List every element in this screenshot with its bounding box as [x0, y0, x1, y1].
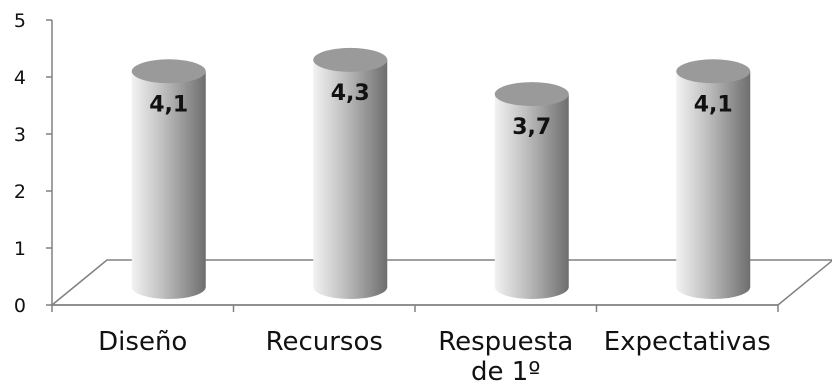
bar [494, 82, 569, 299]
bar-top [494, 82, 569, 107]
x-category-label: Diseño [98, 327, 187, 357]
bar-body [676, 71, 751, 299]
data-label: 4,3 [331, 81, 370, 106]
x-category-label-line: Recursos [266, 327, 383, 357]
bar [131, 59, 206, 299]
bar [313, 47, 388, 300]
bar-top [313, 47, 388, 72]
y-tick-label: 1 [14, 238, 26, 260]
data-label: 4,1 [149, 92, 188, 117]
x-category-label-line: de 1º [471, 357, 541, 385]
bar-top [676, 59, 751, 84]
bar [676, 59, 751, 299]
chart-axes: 0 1 2 3 4 5 [14, 10, 832, 317]
x-category-label: Expectativas [604, 327, 771, 357]
y-tick-label: 5 [14, 10, 26, 32]
x-category-label: Respuesta de 1º [438, 327, 573, 385]
chart-bars [131, 47, 751, 300]
y-tick-label: 0 [14, 295, 26, 317]
chart-labels: 4,1 4,3 3,7 4,1 Diseño Recursos Respuesta de 1º… [98, 81, 771, 385]
bar-body [313, 59, 388, 300]
y-tick-label: 2 [14, 181, 26, 203]
x-category-label: Recursos [266, 327, 383, 357]
bar-body [131, 71, 206, 299]
bar-body [494, 94, 569, 299]
y-tick-label: 3 [14, 124, 26, 146]
data-label: 3,7 [512, 115, 551, 140]
x-category-label-line: Diseño [98, 327, 187, 357]
bar-top [131, 59, 206, 84]
x-category-label-line: Respuesta [438, 327, 573, 357]
data-label: 4,1 [694, 92, 733, 117]
x-category-label-line: Expectativas [604, 327, 771, 357]
y-tick-label: 4 [14, 67, 26, 89]
